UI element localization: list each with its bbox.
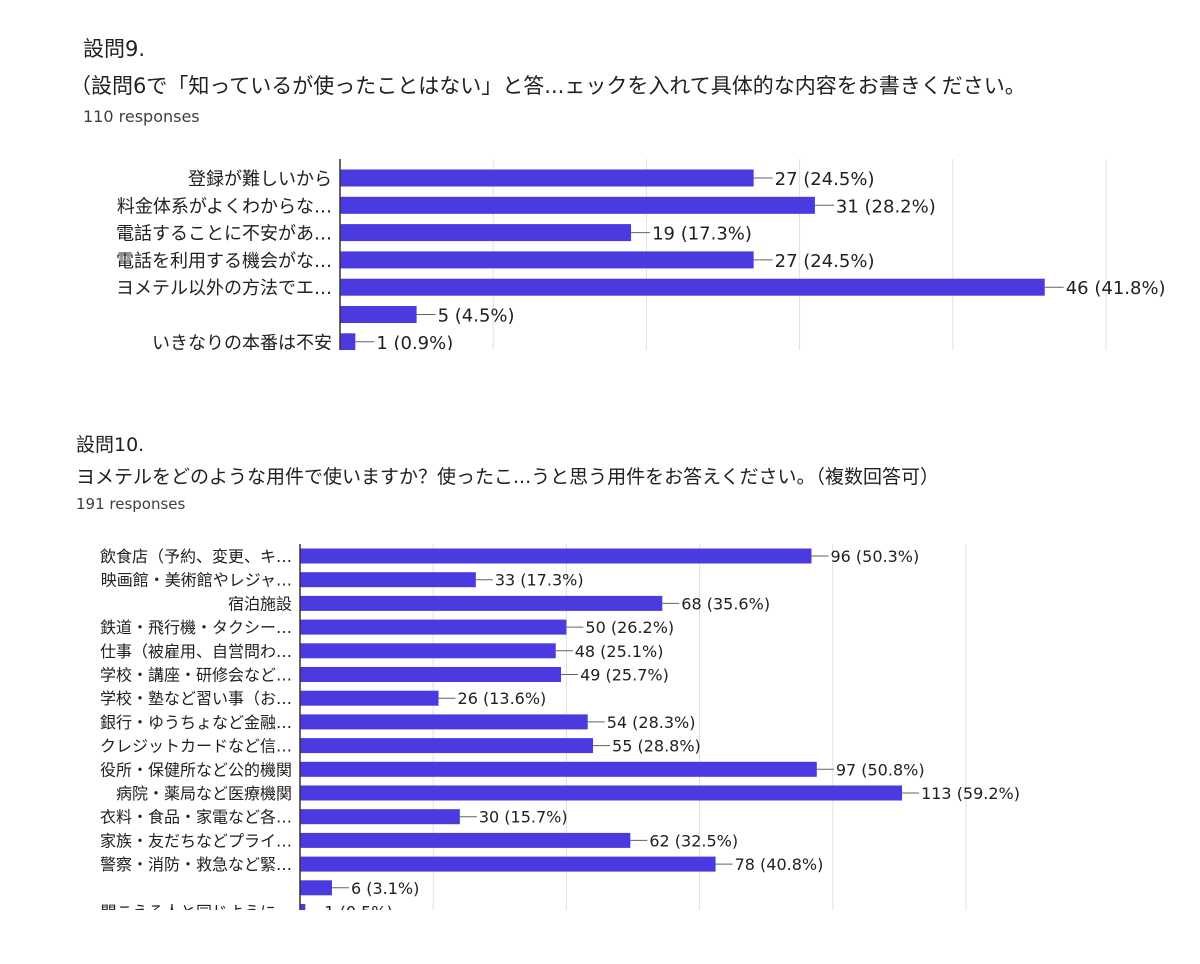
data-label: 33 (17.3%) [495, 571, 584, 590]
category-label: 役所・保健所など公的機関 [100, 760, 292, 779]
bar [300, 880, 332, 896]
q10-number: 設問10. [76, 434, 145, 456]
bar [300, 904, 306, 910]
data-label: 54 (28.3%) [607, 713, 696, 732]
data-label: 31 (28.2%) [836, 196, 936, 217]
bar [300, 619, 567, 635]
category-label: 飲食店（予約、変更、キ… [100, 547, 292, 566]
category-label: 映画館・美術館やレジャ… [101, 571, 292, 590]
data-label: 5 (4.5%) [438, 306, 515, 327]
bar [300, 856, 716, 872]
data-label: 97 (50.8%) [836, 760, 925, 779]
q10-responses: 191 responses [76, 495, 186, 513]
data-label: 1 (0.9%) [376, 333, 453, 350]
bar [300, 643, 556, 659]
category-label: 家族・友だちなどプライ… [100, 831, 292, 850]
bar [300, 738, 594, 754]
data-label: 68 (35.6%) [681, 594, 770, 613]
category-label: 鉄道・飛行機・タクシー… [100, 618, 292, 637]
bar [300, 667, 562, 682]
category-label: クレジットカードなど信… [100, 737, 292, 756]
data-label: 113 (59.2%) [921, 784, 1020, 803]
bar [300, 832, 631, 848]
bar [300, 690, 439, 706]
bar [300, 595, 663, 611]
data-label: 49 (25.7%) [580, 666, 669, 685]
q9-question: （設問6で「知っているが使ったことはない」と答...ェックを入れて具体的な内容を… [70, 74, 1026, 98]
data-label: 46 (41.8%) [1066, 278, 1166, 299]
bar [300, 785, 903, 801]
bar [340, 224, 632, 242]
bar [300, 761, 817, 777]
data-label: 62 (32.5%) [649, 831, 738, 850]
data-label: 48 (25.1%) [575, 642, 664, 661]
category-label: 学校・塾など習い事（お… [100, 689, 292, 708]
data-label: 30 (15.7%) [479, 808, 568, 827]
q10-chart: 飲食店（予約、変更、キ… 96 (50.3%) 映画館・美術館やレジャ… 33 (17… [0, 540, 1200, 910]
bar [340, 196, 815, 214]
category-label: 電話を利用する機会がな… [116, 251, 332, 272]
category-label: 衣料・食品・家電など各… [100, 808, 292, 827]
category-label: 登録が難しいから [188, 169, 332, 190]
data-label: 55 (28.8%) [612, 737, 701, 756]
bar [340, 169, 754, 187]
q10-bar-chart: 飲食店（予約、変更、キ… 96 (50.3%) 映画館・美術館やレジャ… 33 (17… [100, 544, 1020, 911]
category-label: ヨメテル以外の方法でエ… [116, 278, 332, 299]
data-label: 26 (13.6%) [458, 689, 547, 708]
data-label: 96 (50.3%) [830, 547, 919, 566]
data-label: 6 (3.1%) [351, 879, 419, 898]
q9-chart: 登録が難しいから 27 (24.5%) 料金体系がよくわからな… 31 (28.2%)… [0, 150, 1200, 350]
data-label: 27 (24.5%) [775, 251, 875, 272]
category-label: 電話することに不安があ… [116, 224, 332, 245]
data-label: 1 (0.5%) [324, 903, 392, 911]
data-label: 27 (24.5%) [775, 169, 875, 190]
category-label: 料金体系がよくわからな… [117, 196, 332, 217]
bar [340, 306, 417, 323]
q9-bar-chart: 登録が難しいから 27 (24.5%) 料金体系がよくわからな… 31 (28.2%)… [116, 159, 1166, 350]
category-label: いきなりの本番は不安 [152, 333, 332, 350]
q10-question: ヨメテルをどのような用件で使いますか？使ったこ...うと思う用件をお答えください… [76, 466, 940, 488]
data-label: 19 (17.3%) [652, 224, 752, 245]
q9-responses: 110 responses [83, 107, 200, 126]
bar [300, 548, 812, 564]
bar [300, 809, 460, 825]
bar [340, 333, 356, 350]
category-label: 病院・薬局など医療機関 [116, 784, 292, 803]
data-label: 50 (26.2%) [585, 618, 674, 637]
data-label: 78 (40.8%) [735, 855, 824, 874]
category-label: 仕事（被雇用、自営問わ… [100, 642, 292, 661]
bar [300, 572, 476, 588]
category-label: 聞こえる人と同じように… [100, 903, 292, 911]
category-label: 警察・消防・救急など緊… [100, 855, 292, 874]
category-label: 銀行・ゆうちょなど金融… [100, 713, 292, 732]
bar [340, 251, 754, 269]
category-label: 宿泊施設 [228, 594, 292, 613]
category-label: 学校・講座・研修会など… [100, 666, 292, 685]
q9-number: 設問9. [83, 37, 146, 61]
bar [300, 714, 588, 730]
bar [340, 278, 1045, 296]
